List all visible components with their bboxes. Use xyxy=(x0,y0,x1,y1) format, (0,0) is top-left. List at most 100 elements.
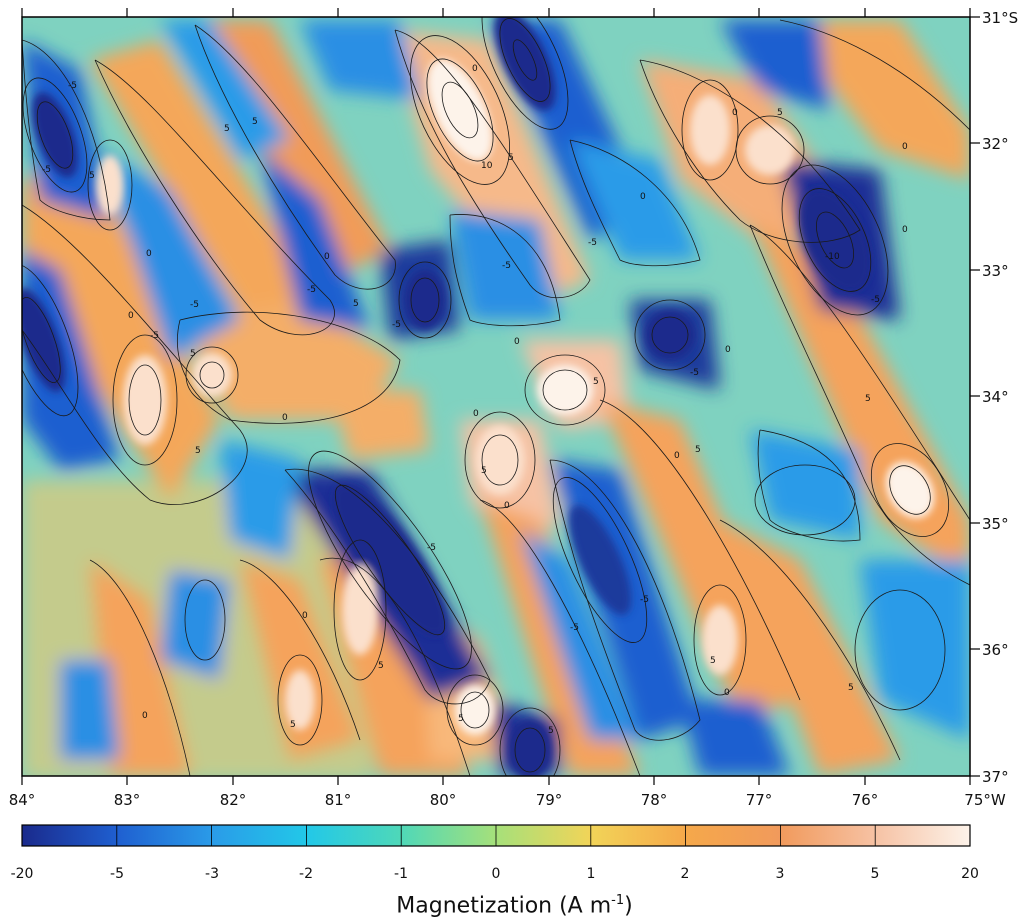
contour-line xyxy=(112,334,178,466)
contour-label: -5 xyxy=(690,368,699,378)
x-tick-label: 83° xyxy=(114,791,141,809)
band-positive-18 xyxy=(330,390,430,460)
contour-label: -5 xyxy=(307,285,316,295)
contour-label: 5 xyxy=(224,124,230,134)
core-low-6 xyxy=(333,484,447,636)
colorbar-label: -2 xyxy=(299,866,313,882)
contour-label: 5 xyxy=(508,153,514,163)
band-negative-23 xyxy=(680,700,790,776)
colorbar-frame xyxy=(21,824,971,847)
contour-line xyxy=(499,707,561,776)
contour-line xyxy=(499,18,551,102)
contour-line xyxy=(512,39,538,81)
core-low-1 xyxy=(32,92,78,178)
core-low-9 xyxy=(568,504,632,616)
contour-label: 5 xyxy=(865,394,871,404)
contour-line xyxy=(199,361,225,389)
colorbar-swatch xyxy=(685,825,781,846)
contour-label: -5 xyxy=(190,300,199,310)
contour-label: -5 xyxy=(640,595,649,605)
contour-line xyxy=(89,559,191,776)
colorbar-title-close: ) xyxy=(624,893,633,919)
axis-ticks xyxy=(21,8,980,785)
contour-line xyxy=(569,139,701,267)
core-low-2 xyxy=(22,287,66,393)
contour-label: 0 xyxy=(902,225,908,235)
colorbar-swatch xyxy=(306,825,402,846)
contour-line xyxy=(394,29,591,299)
colorbar-label: 3 xyxy=(776,866,785,882)
contour-label: 0 xyxy=(324,252,330,262)
contour-line xyxy=(128,364,162,436)
band-positive-1 xyxy=(22,160,220,500)
contour-line xyxy=(854,589,946,711)
contour-line xyxy=(184,579,226,661)
band-negative-21 xyxy=(750,430,860,540)
colorbar-label: 20 xyxy=(961,866,979,882)
contour-label: 5 xyxy=(695,445,701,455)
contour-label: 0 xyxy=(142,711,148,721)
band-negative-4 xyxy=(160,20,290,160)
contour-label: -5 xyxy=(570,623,579,633)
contour-line xyxy=(426,58,494,162)
y-tick-label: 35° xyxy=(982,515,1009,533)
contour-label: 5 xyxy=(710,656,716,666)
contour-label: -5 xyxy=(150,331,159,341)
contour-line xyxy=(749,224,970,586)
contour-line xyxy=(816,211,854,269)
contour-line xyxy=(693,584,747,696)
colorbar-title-exponent: -1 xyxy=(611,893,625,908)
contour-line xyxy=(757,429,861,542)
contour-line xyxy=(449,214,561,327)
contour-lines xyxy=(22,17,970,776)
contour-label: 0 xyxy=(302,611,308,621)
contour-line xyxy=(333,539,387,681)
contour-line xyxy=(410,277,440,323)
contour-label: 0 xyxy=(146,249,152,259)
contour-line xyxy=(185,346,239,404)
contour-line xyxy=(524,354,606,426)
core-high-13 xyxy=(285,670,315,730)
x-tick-label: 82° xyxy=(220,791,247,809)
contour-line xyxy=(334,484,446,636)
core-high-2 xyxy=(123,355,167,445)
contour-label: 5 xyxy=(548,726,554,736)
colorbar-label: 2 xyxy=(681,866,690,882)
contour-line xyxy=(634,299,706,371)
band-positive-2 xyxy=(90,40,320,330)
core-high-5 xyxy=(475,425,525,495)
band-negative-13 xyxy=(720,20,830,110)
contour-line xyxy=(479,499,641,776)
y-tick-label: 34° xyxy=(982,388,1009,406)
x-tick-label: 79° xyxy=(536,791,563,809)
colorbar-swatch xyxy=(211,825,307,846)
contour-line xyxy=(398,261,452,339)
contour-label: 0 xyxy=(128,311,134,321)
contour-label: 5 xyxy=(290,720,296,730)
magnetization-bands xyxy=(22,20,970,776)
contour-line xyxy=(754,464,856,536)
contour-label: 0 xyxy=(282,413,288,423)
x-tick-labels: 84° 83° 82° 81° 80° 79° 78° 77° 76° 75°W xyxy=(9,791,1006,809)
band-negative-10 xyxy=(570,140,700,260)
contour-label: 5 xyxy=(190,349,196,359)
contour-label: -5 xyxy=(871,295,880,305)
colorbar-label: -5 xyxy=(110,866,124,882)
core-high-11 xyxy=(702,605,738,675)
contour-line xyxy=(639,59,861,243)
contour-line xyxy=(22,39,111,221)
contour-label: 0 xyxy=(473,409,479,419)
y-tick-label: 31°S xyxy=(982,9,1018,27)
contour-line xyxy=(22,263,79,417)
contour-label: 5 xyxy=(593,377,599,387)
band-negative-5 xyxy=(260,150,370,330)
band-negative-18 xyxy=(160,570,230,680)
core-high-1 xyxy=(427,59,493,161)
core-high-8 xyxy=(342,565,378,655)
contour-label: 0 xyxy=(640,192,646,202)
contour-line xyxy=(514,727,546,773)
x-tick-label: 78° xyxy=(641,791,668,809)
core-low-7 xyxy=(645,310,695,360)
colorbar-label: -20 xyxy=(11,866,34,882)
core-low-3 xyxy=(494,17,556,111)
